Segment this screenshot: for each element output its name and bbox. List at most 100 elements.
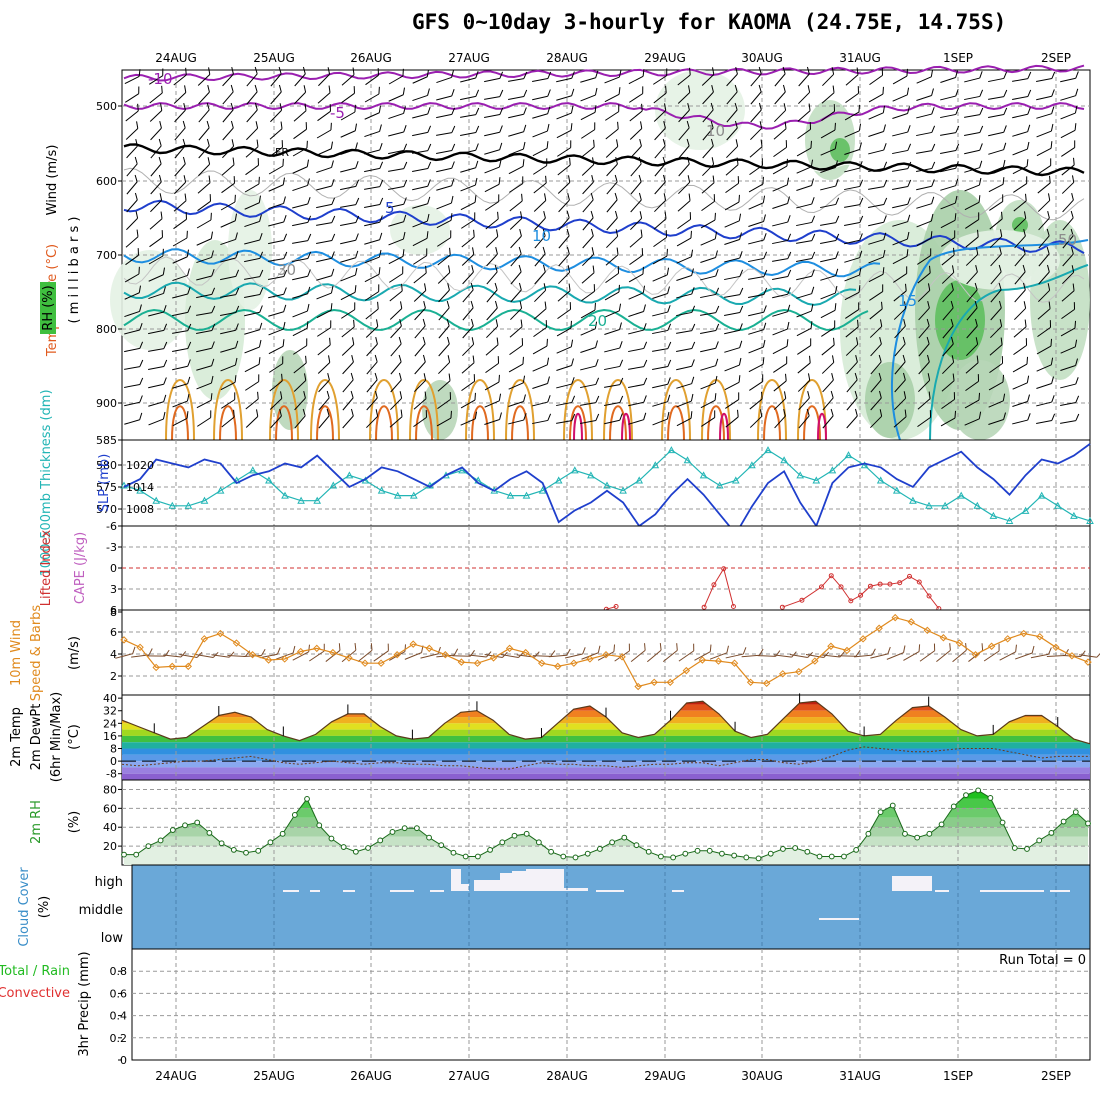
barb-flag <box>903 391 907 399</box>
barb-shaft <box>966 325 978 339</box>
w10-barb-55 <box>999 644 1017 661</box>
barb-flag <box>183 102 186 111</box>
w10-barb-flag <box>308 644 310 652</box>
rh2m-point-41 <box>621 834 628 841</box>
barb-flag <box>423 300 426 309</box>
barb-shaft <box>268 276 284 280</box>
barb-flag <box>520 211 523 219</box>
barb-flag <box>280 121 283 129</box>
barb-flag <box>355 179 360 187</box>
barb-flag <box>571 395 576 403</box>
barb-shaft <box>893 416 907 428</box>
barb-shaft <box>149 218 163 230</box>
barb-flag <box>379 143 383 151</box>
wind-barb-223 <box>678 156 690 177</box>
date-bottom-26AUG: 26AUG <box>350 1069 392 1083</box>
wind-barb-146 <box>750 121 763 141</box>
barb-flag <box>640 229 643 237</box>
barb-flag <box>403 125 407 133</box>
wind10-point-26 <box>538 659 546 667</box>
wind-barb-468 <box>796 269 815 281</box>
rh2m-point-48 <box>706 847 713 854</box>
barb-flag <box>330 141 333 149</box>
wind-barb-68 <box>798 85 811 105</box>
wind10-point-4 <box>184 662 192 671</box>
wind-barb-183 <box>678 138 690 159</box>
barb-shaft <box>629 93 643 103</box>
w10-barb-shaft <box>309 650 325 662</box>
barb-shaft <box>366 343 378 357</box>
wind-barb-554 <box>942 300 954 321</box>
barb-flag <box>811 215 816 223</box>
wind-barb-566 <box>268 321 286 336</box>
barb-flag <box>998 264 1002 273</box>
barb-shaft <box>988 114 1004 118</box>
barb-shaft <box>390 361 402 375</box>
wind-barb-41 <box>149 85 163 104</box>
wind-barb-606 <box>268 339 285 355</box>
cloud-block-7 <box>474 880 500 891</box>
barb-shaft <box>460 167 476 173</box>
wind10-point-13 <box>329 648 337 657</box>
barb-flag <box>278 66 282 75</box>
wind-barb-551 <box>869 301 883 320</box>
wind-barb-534 <box>462 300 474 321</box>
barb-shaft <box>220 201 236 211</box>
barb-shaft <box>1012 113 1028 119</box>
barb-flag <box>566 210 570 219</box>
barb-flag <box>282 356 284 364</box>
wind-barb-744 <box>700 393 717 409</box>
rh-blob-8 <box>830 138 850 162</box>
wind-barb-395 <box>965 229 979 248</box>
barb-flag <box>931 107 935 115</box>
w10-barb-48 <box>886 645 906 660</box>
barb-flag <box>568 283 571 291</box>
wind10-point-38 <box>730 659 739 667</box>
w10-barb-20 <box>436 648 459 658</box>
barb-flag <box>1026 141 1030 150</box>
wind-barb-749 <box>822 390 834 411</box>
wind-barb-355 <box>965 212 980 229</box>
w10-barb-flag <box>550 650 556 657</box>
barb-shaft <box>365 74 379 86</box>
barb-flag <box>638 156 642 165</box>
wind-barb-140 <box>605 121 619 140</box>
barb-flag <box>810 321 813 329</box>
w10-barb-flag <box>693 643 695 651</box>
barb-flag <box>664 211 667 219</box>
wind-barb-181 <box>630 138 642 159</box>
barb-flag <box>762 195 766 203</box>
barb-shaft <box>580 328 596 336</box>
wind-barb-392 <box>892 231 910 246</box>
barb-flag <box>235 305 240 313</box>
barb-flag <box>1075 358 1079 366</box>
barb-flag <box>882 105 886 113</box>
wind-barb-353 <box>916 213 934 228</box>
wind-barb-320 <box>126 211 139 231</box>
wind-barb-470 <box>844 267 862 282</box>
wind-barb-205 <box>245 158 259 176</box>
barb-flag <box>1026 375 1030 383</box>
barb-shaft <box>1012 419 1028 425</box>
barb-shaft <box>580 420 596 424</box>
wind-barb-111 <box>868 105 886 120</box>
temp-band-13 <box>122 773 1090 780</box>
barb-flag <box>447 282 450 291</box>
rh2m-point-38 <box>584 850 591 857</box>
wind-barb-525 <box>244 305 263 317</box>
wind-barb-56 <box>508 89 528 100</box>
barb-shaft <box>222 109 234 123</box>
barb-shaft <box>676 417 692 427</box>
wind-barb-32 <box>892 68 908 85</box>
barb-flag <box>566 246 570 255</box>
barb-shaft <box>964 201 980 211</box>
rh2m-point-51 <box>743 854 750 861</box>
barb-flag <box>878 372 882 381</box>
rh2m-point-8 <box>218 840 225 847</box>
barb-shaft <box>172 237 188 247</box>
barb-shaft <box>676 237 692 247</box>
barb-shaft <box>246 127 258 141</box>
barb-shaft <box>653 92 667 104</box>
